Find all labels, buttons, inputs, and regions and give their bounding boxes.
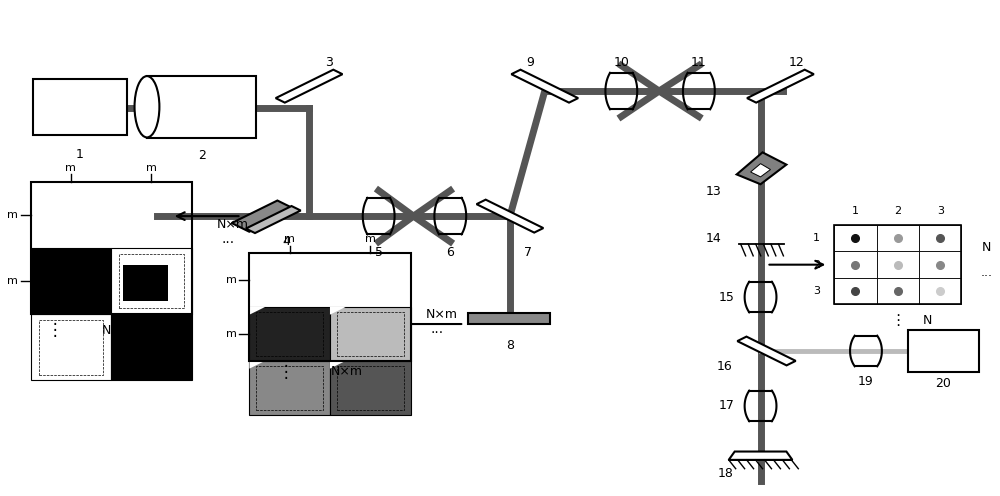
Text: ⋮: ⋮ xyxy=(46,321,63,339)
Text: 2: 2 xyxy=(894,206,901,216)
Text: m: m xyxy=(7,210,18,220)
Bar xyxy=(834,278,877,305)
Text: 5: 5 xyxy=(375,247,383,259)
Text: m: m xyxy=(226,329,237,339)
Text: ⋮: ⋮ xyxy=(890,312,905,327)
Bar xyxy=(919,225,961,251)
Text: N×m: N×m xyxy=(217,218,249,231)
Text: 16: 16 xyxy=(717,360,733,373)
Bar xyxy=(111,314,192,380)
Text: ...: ... xyxy=(980,266,992,279)
Bar xyxy=(337,366,404,410)
Text: N×m: N×m xyxy=(331,365,363,378)
Polygon shape xyxy=(729,451,792,460)
Text: m: m xyxy=(226,275,237,285)
Text: ...: ... xyxy=(430,322,444,336)
Text: 1: 1 xyxy=(813,233,820,243)
Text: 2: 2 xyxy=(198,149,206,162)
Text: 12: 12 xyxy=(788,56,804,69)
Polygon shape xyxy=(249,307,265,314)
Polygon shape xyxy=(330,307,346,314)
Bar xyxy=(256,366,323,410)
Text: 17: 17 xyxy=(719,399,735,412)
Text: 19: 19 xyxy=(858,375,874,388)
Polygon shape xyxy=(330,361,346,369)
Bar xyxy=(33,79,127,135)
Bar xyxy=(834,225,877,251)
Bar xyxy=(39,320,103,374)
Text: 3: 3 xyxy=(325,56,333,69)
Text: 3: 3 xyxy=(937,206,944,216)
Bar xyxy=(919,251,961,278)
Text: N×m: N×m xyxy=(102,324,134,337)
Text: 3: 3 xyxy=(813,286,820,296)
Polygon shape xyxy=(737,152,786,184)
Polygon shape xyxy=(276,69,342,103)
Bar xyxy=(330,307,411,361)
Text: ...: ... xyxy=(222,232,235,246)
Bar xyxy=(147,76,256,138)
Text: m: m xyxy=(365,234,376,244)
Text: m: m xyxy=(146,163,157,173)
Ellipse shape xyxy=(135,76,159,137)
Bar xyxy=(877,278,919,305)
Text: 11: 11 xyxy=(691,56,707,69)
Text: 13: 13 xyxy=(706,185,722,198)
Bar xyxy=(123,264,168,301)
Polygon shape xyxy=(737,337,796,366)
Text: 4: 4 xyxy=(282,235,290,248)
Text: 7: 7 xyxy=(524,247,532,259)
Text: 2: 2 xyxy=(813,260,820,270)
Text: 1: 1 xyxy=(852,206,859,216)
Bar xyxy=(877,225,919,251)
Bar xyxy=(31,248,111,314)
Bar xyxy=(468,313,550,324)
Bar xyxy=(908,330,979,372)
Bar xyxy=(249,361,330,415)
Polygon shape xyxy=(246,206,301,233)
Polygon shape xyxy=(747,69,814,103)
Bar xyxy=(249,253,411,361)
Polygon shape xyxy=(232,200,295,232)
Bar xyxy=(919,278,961,305)
Bar xyxy=(877,251,919,278)
Polygon shape xyxy=(511,69,578,103)
Text: 8: 8 xyxy=(506,339,514,352)
Polygon shape xyxy=(249,361,265,369)
Text: 1: 1 xyxy=(75,148,83,161)
Text: N: N xyxy=(982,241,991,253)
Text: ⋮: ⋮ xyxy=(278,363,295,380)
Text: 15: 15 xyxy=(719,291,735,304)
Bar xyxy=(834,225,961,305)
Text: m: m xyxy=(284,234,295,244)
Polygon shape xyxy=(477,200,543,233)
Text: 9: 9 xyxy=(526,56,534,69)
Bar xyxy=(111,248,192,314)
Bar xyxy=(256,312,323,356)
Bar xyxy=(119,254,184,309)
Text: m: m xyxy=(65,163,76,173)
Bar xyxy=(337,312,404,356)
Text: 18: 18 xyxy=(718,467,734,480)
Text: N×m: N×m xyxy=(425,308,457,321)
Bar xyxy=(31,182,192,314)
Bar xyxy=(31,314,111,380)
Text: m: m xyxy=(7,276,18,286)
Text: 14: 14 xyxy=(706,232,722,245)
Text: 20: 20 xyxy=(936,377,951,390)
Bar xyxy=(330,361,411,415)
Text: 10: 10 xyxy=(613,56,629,69)
Polygon shape xyxy=(751,164,770,177)
Text: 6: 6 xyxy=(446,247,454,259)
Bar xyxy=(249,307,330,361)
Text: N: N xyxy=(923,313,932,326)
Bar xyxy=(834,251,877,278)
